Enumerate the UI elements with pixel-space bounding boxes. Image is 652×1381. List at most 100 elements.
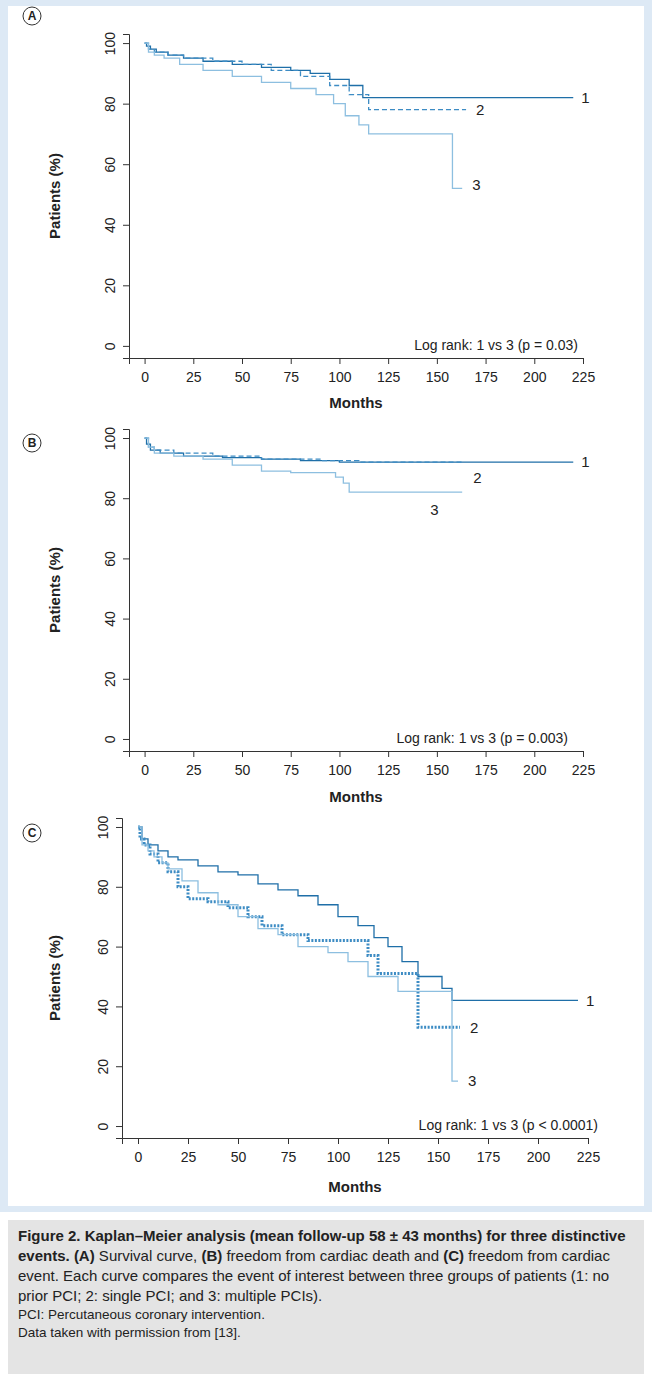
x-tick: 150	[426, 751, 450, 778]
x-tick-label: 175	[474, 762, 498, 778]
x-axis: 0255075100125150175200225	[130, 751, 596, 778]
y-tick-label: 20	[102, 278, 118, 294]
x-tick-label: 25	[186, 762, 202, 778]
y-tick-mark	[116, 887, 122, 888]
x-tick-mark	[534, 358, 535, 364]
x-tick: 150	[427, 1138, 451, 1165]
caption-fragment: Survival curve,	[95, 1247, 202, 1264]
x-tick-label: 225	[572, 762, 596, 778]
caption-abbreviation: PCI: Percutaneous coronary intervention.	[18, 1306, 634, 1324]
x-tick-mark	[583, 751, 584, 757]
x-tick: 150	[426, 358, 450, 385]
x-axis-title: Months	[329, 788, 382, 805]
x-tick-label: 200	[523, 369, 547, 385]
y-axis-line	[123, 35, 130, 359]
y-axis: 020406080100	[102, 427, 130, 752]
x-tick-label: 175	[477, 1149, 501, 1165]
y-tick: 100	[95, 816, 122, 840]
x-tick-mark	[291, 358, 292, 364]
x-axis-title: Months	[328, 1178, 381, 1195]
x-tick: 175	[474, 358, 498, 385]
annotation: Log rank: 1 vs 3 (p < 0.0001)	[419, 1117, 598, 1133]
annotation: Log rank: 1 vs 3 (p = 0.003)	[396, 730, 568, 746]
y-axis-title: Patients (%)	[46, 547, 63, 633]
x-tick: 125	[377, 358, 401, 385]
x-tick-mark	[588, 1138, 589, 1144]
y-axis: 0 20 40 60 80 100	[95, 816, 123, 1139]
x-tick-mark	[145, 751, 146, 757]
series-label: 2	[476, 101, 484, 118]
panel: B0255075100125150175200225020406080100Mo…	[23, 427, 595, 805]
x-tick: 100	[327, 1138, 351, 1165]
y-tick-label: 40	[95, 999, 111, 1015]
y-tick-mark	[123, 43, 129, 44]
x-tick-label: 225	[577, 1149, 601, 1165]
y-tick-label: 0	[102, 735, 118, 743]
x-tick-label: 25	[186, 369, 202, 385]
survival-line	[145, 438, 463, 462]
survival-line	[138, 827, 460, 1027]
annotation: Log rank: 1 vs 3 (p = 0.03)	[414, 337, 578, 353]
panel-label-text: B	[28, 436, 37, 450]
y-tick-label: 100	[95, 816, 111, 840]
x-tick-mark	[242, 751, 243, 757]
x-axis: 0255075100125150175200225	[130, 358, 596, 385]
y-tick-mark	[116, 827, 122, 828]
panel-label-circle	[23, 434, 41, 452]
survival-line	[145, 43, 463, 188]
x-tick-label: 150	[426, 762, 450, 778]
x-tick-label: 125	[377, 762, 401, 778]
x-tick-mark	[388, 358, 389, 364]
x-tick-mark	[538, 1138, 539, 1144]
y-tick-mark	[123, 346, 129, 347]
panel-label-text: C	[28, 826, 37, 840]
background	[8, 6, 644, 1206]
x-tick-label: 175	[474, 369, 498, 385]
x-tick-label: 200	[527, 1149, 551, 1165]
y-tick: 60	[102, 157, 129, 173]
y-tick-mark	[123, 285, 129, 286]
panel-label-text: A	[28, 9, 37, 23]
x-axis-line	[130, 752, 584, 758]
x-tick: 225	[577, 1138, 601, 1165]
x-tick-mark	[193, 751, 194, 757]
survival-line	[138, 827, 578, 1000]
x-axis: 0255075100125150175200225	[123, 1138, 601, 1165]
x-tick: 75	[281, 1138, 297, 1165]
series-label: 1	[581, 89, 589, 106]
x-tick: 225	[572, 751, 596, 778]
plot-area	[138, 827, 578, 1081]
y-axis-line	[123, 430, 130, 752]
x-tick-mark	[242, 358, 243, 364]
y-tick: 40	[102, 611, 129, 627]
x-tick-mark	[437, 358, 438, 364]
y-tick: 80	[95, 879, 122, 895]
x-tick-mark	[486, 358, 487, 364]
x-tick-mark	[488, 1138, 489, 1144]
y-tick-label: 60	[95, 939, 111, 955]
x-tick-label: 125	[377, 369, 401, 385]
x-tick: 0	[141, 751, 149, 778]
x-tick: 25	[186, 751, 202, 778]
y-tick-mark	[123, 558, 129, 559]
y-tick-mark	[116, 1006, 122, 1007]
y-tick: 0	[95, 1122, 122, 1130]
x-tick-label: 75	[283, 762, 299, 778]
y-tick-mark	[123, 225, 129, 226]
x-tick: 100	[328, 751, 352, 778]
y-tick-mark	[116, 1126, 122, 1127]
x-tick: 25	[181, 1138, 197, 1165]
x-tick-mark	[388, 1138, 389, 1144]
x-tick: 100	[328, 358, 352, 385]
y-tick-label: 20	[95, 1059, 111, 1075]
y-tick: 100	[102, 32, 129, 56]
y-tick-label: 60	[102, 551, 118, 567]
series-label: 3	[430, 501, 438, 518]
x-tick-label: 150	[427, 1149, 451, 1165]
x-tick: 0	[141, 358, 149, 385]
x-tick-label: 0	[141, 369, 149, 385]
x-tick: 200	[527, 1138, 551, 1165]
y-axis-title: Patients (%)	[46, 153, 63, 239]
plot-area	[145, 43, 574, 188]
series-label: 2	[473, 469, 481, 486]
